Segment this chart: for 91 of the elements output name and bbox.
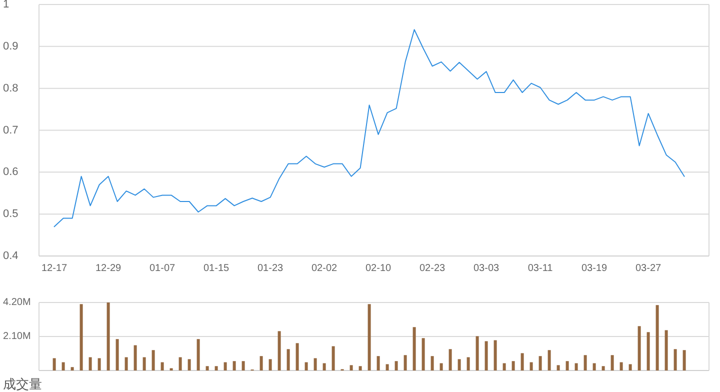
y-tick-label: 1 [3,0,10,10]
x-tick-label: 02-02 [312,263,338,274]
bar [646,332,650,370]
bar [142,357,146,370]
bar [278,331,281,370]
bar [484,341,488,370]
x-tick-label: 01-07 [150,263,176,274]
y-tick-label: 0.7 [3,124,18,136]
y-tick-label: 0.4 [3,250,18,262]
bar [52,358,56,370]
bar [458,359,461,370]
bar [556,365,560,370]
bar [548,350,551,370]
x-tick-label: 01-15 [204,263,230,274]
bar [674,349,677,370]
bar [656,305,659,370]
bar [368,304,371,370]
bar [638,326,641,370]
bar [538,356,542,370]
bar [178,357,182,370]
x-tick-label: 12-29 [96,263,122,274]
bar [296,343,299,370]
bar [376,356,380,370]
bar [260,356,263,370]
y-tick-label: 2.10M [3,331,31,342]
x-tick-label: 03-19 [582,263,608,274]
bar [322,363,326,370]
bar [160,362,164,370]
y-tick-label: 0.9 [3,40,18,52]
x-axis-title: 成交量 [3,376,42,392]
bar [242,361,245,370]
y-tick-label: 0.8 [3,82,18,94]
y-tick-label: 4.20M [3,297,31,308]
bar [476,336,479,370]
bar [70,367,74,370]
y-tick-label: 0.6 [3,166,18,178]
bar [106,302,110,370]
bar [530,362,533,370]
bar [610,355,614,370]
bar [286,349,290,370]
bar [134,345,137,370]
bar [520,353,524,370]
bar [386,364,389,370]
x-tick-label: 12-17 [42,263,68,274]
bar [412,327,416,370]
bar [206,366,209,370]
bar [440,363,443,370]
y-tick-label: 0.5 [3,208,18,220]
bar [62,362,65,370]
bar [466,357,470,370]
bar [116,339,119,370]
bar [584,355,587,370]
bar [98,358,101,370]
line-series [54,29,685,228]
bar [268,359,272,370]
bar [574,363,578,370]
bar [448,349,452,370]
x-tick-label: 02-23 [420,263,446,274]
bar [430,356,434,370]
bar [404,355,407,370]
x-tick-label: 02-10 [366,263,392,274]
bar [602,366,605,370]
bar [566,361,569,370]
bar [124,357,128,370]
bar [80,304,83,370]
x-tick-label: 01-23 [258,263,284,274]
bar [628,364,632,370]
bar [502,363,506,370]
x-tick-label: 03-03 [474,263,500,274]
bar [422,338,425,370]
bar [332,346,335,370]
bar [152,350,155,370]
bar [232,361,236,370]
bar [314,358,317,370]
bar [214,366,218,370]
bar [620,362,623,370]
bar [494,340,497,370]
bar [592,363,596,370]
bar [512,361,515,370]
bar [350,365,353,370]
bar [196,339,200,370]
bar [394,361,398,370]
x-tick-label: 03-11 [528,263,554,274]
bar [304,362,308,370]
bar [682,350,686,370]
bar [224,362,227,370]
bar [664,330,668,370]
bar [188,359,191,370]
bar [88,357,92,370]
x-tick-label: 03-27 [636,263,662,274]
bar [358,366,362,370]
